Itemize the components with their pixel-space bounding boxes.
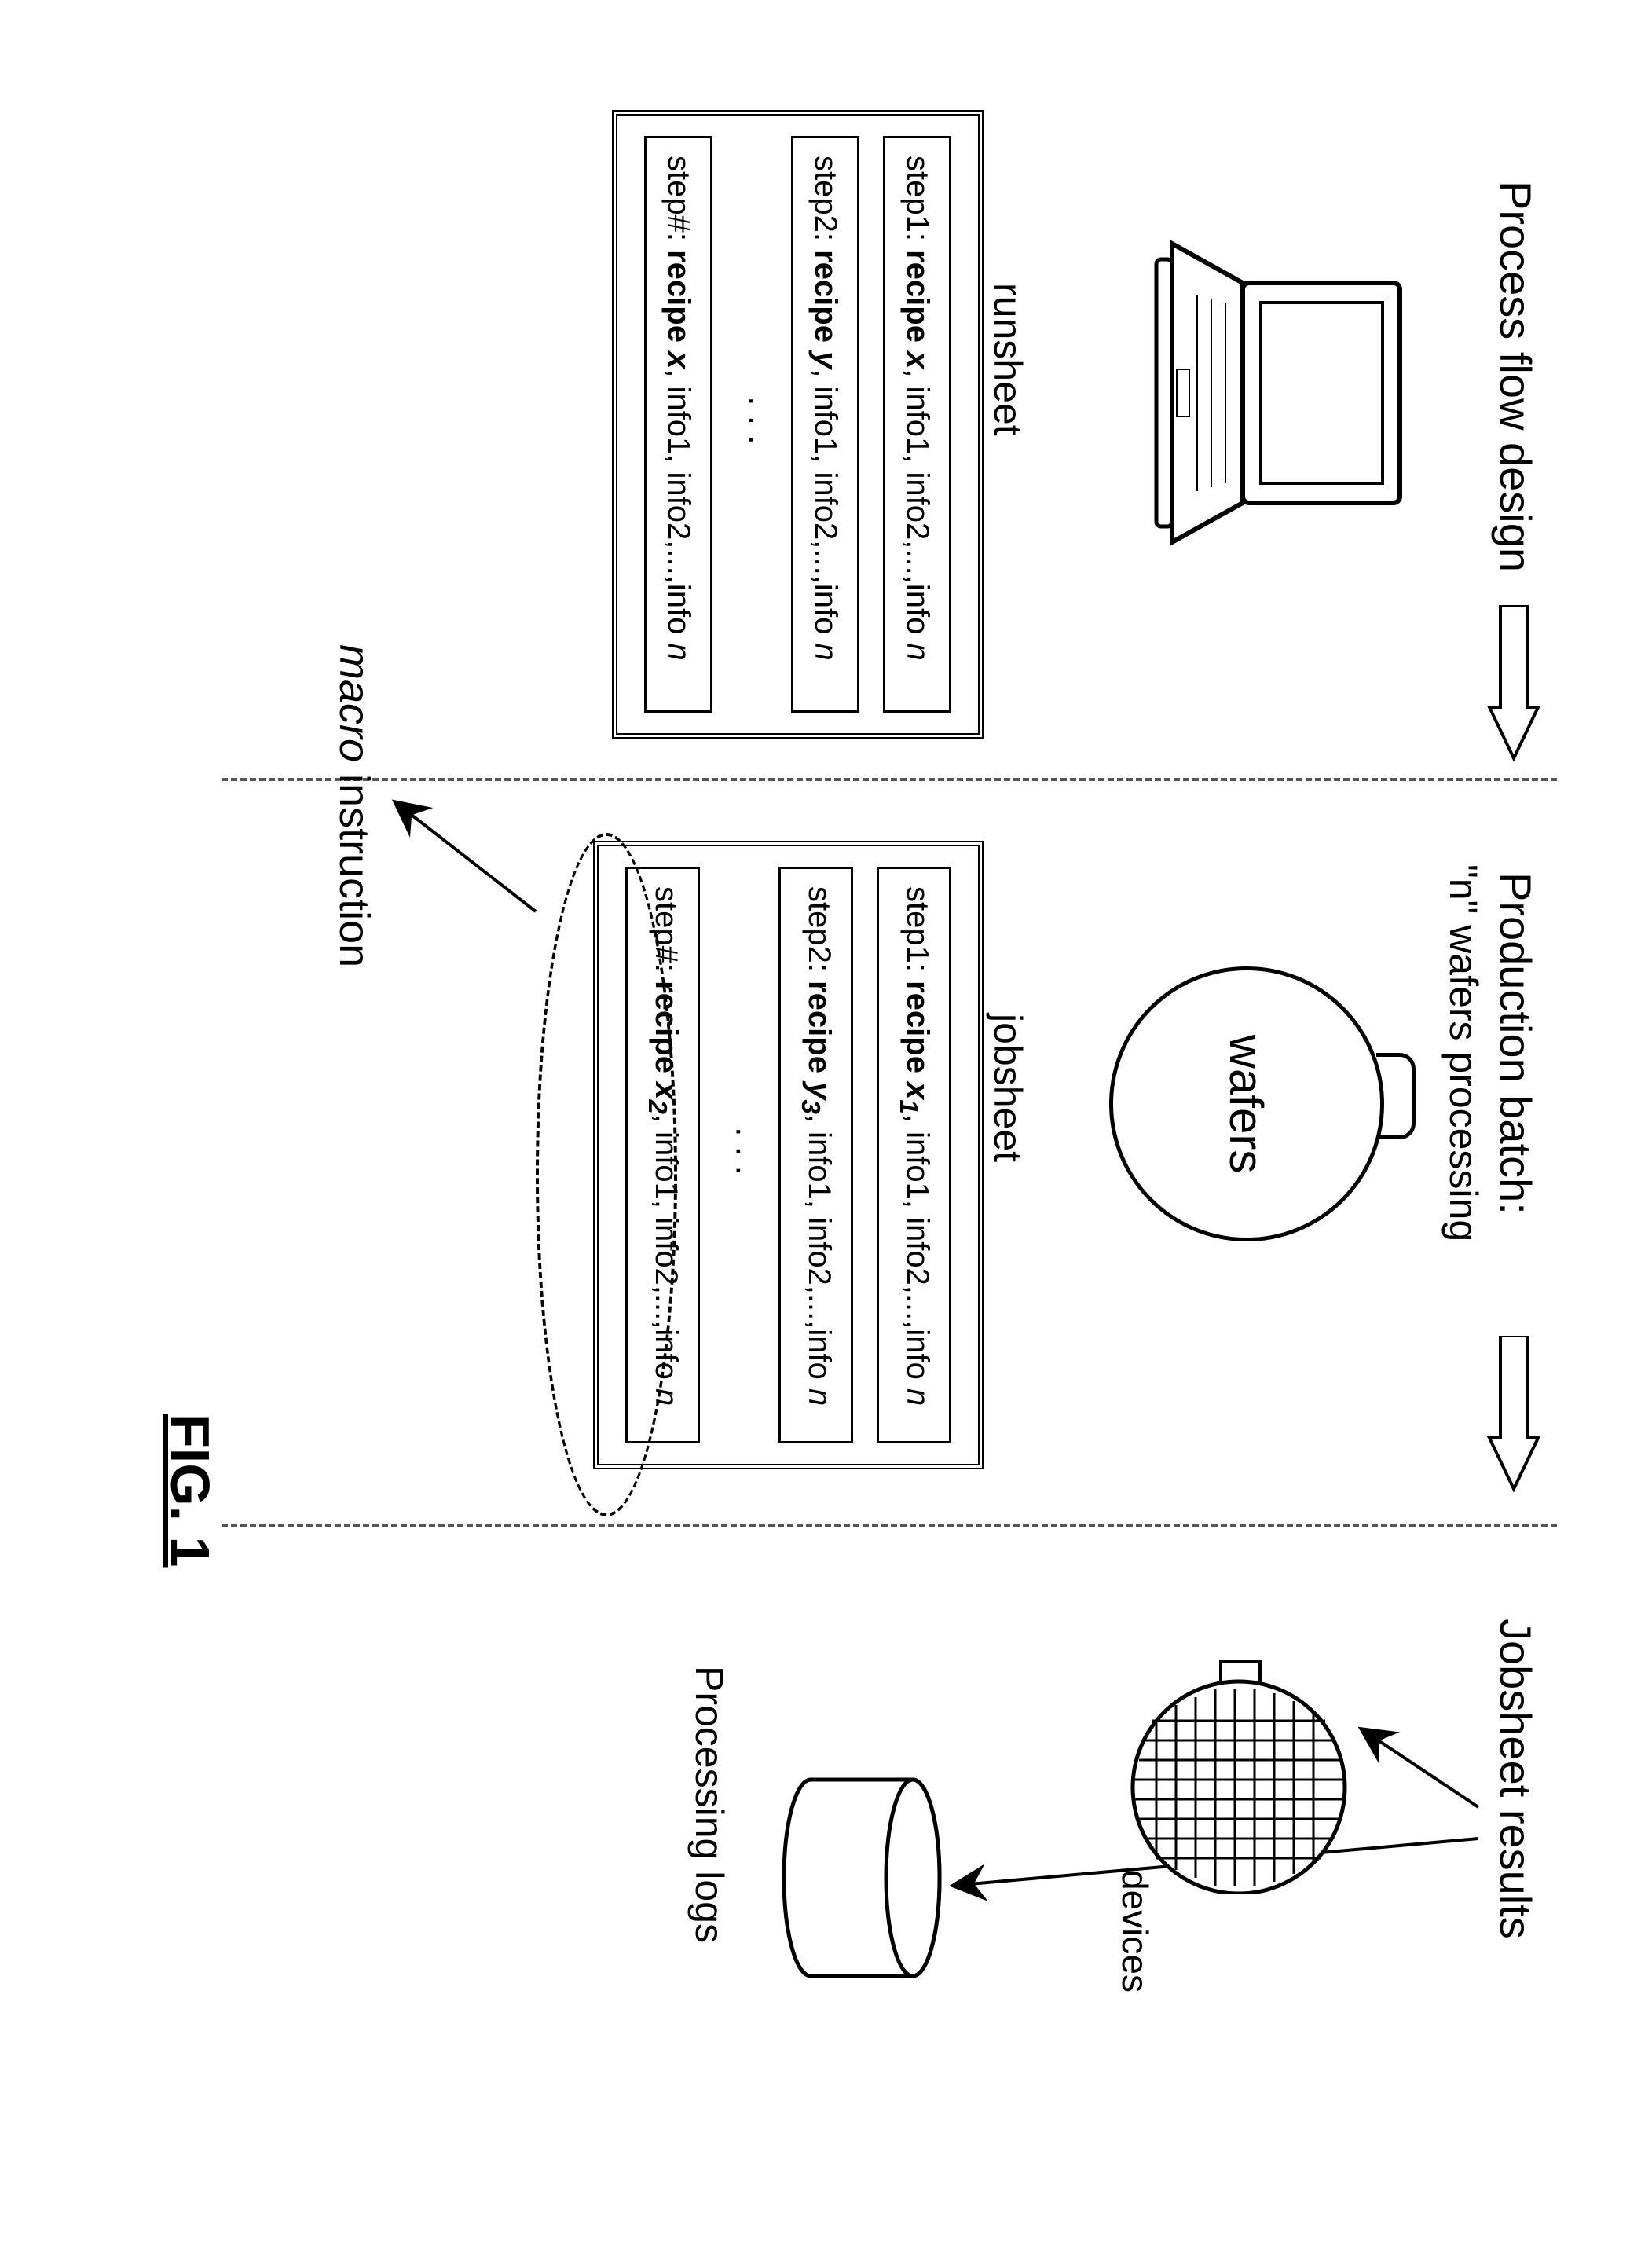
col2-subtitle: "n" wafers processing bbox=[1441, 864, 1486, 1241]
col2-title: Production batch: bbox=[1490, 872, 1541, 1215]
runsheet-stepN: step#: recipe x, info1, info2,...,info n bbox=[644, 136, 712, 713]
col1-title: Process flow design bbox=[1490, 181, 1541, 572]
macro-arrow bbox=[363, 754, 551, 959]
runsheet: step1: recipe x, info1, info2,...,info n… bbox=[612, 110, 984, 739]
wafer-label: wafers bbox=[1220, 1035, 1274, 1174]
runsheet-step2: step2: recipe y, info1, info2,...,info n bbox=[791, 136, 859, 713]
processing-logs-label: Processing logs bbox=[687, 1666, 732, 1943]
figure-label: FIG. 1 bbox=[159, 1414, 222, 1567]
laptop-icon bbox=[1141, 228, 1408, 558]
jobsheet-ellipsis: ··· bbox=[720, 867, 760, 1443]
runsheet-ellipsis: ··· bbox=[733, 136, 772, 713]
jobsheet-step1: step1: recipe x1, info1, info2,...,info … bbox=[877, 867, 951, 1443]
jobsheet-step2: step2: recipe y3, info1, info2,...,info … bbox=[778, 867, 853, 1443]
runsheet-label: runsheet bbox=[985, 283, 1031, 436]
block-arrow-2 bbox=[1486, 1336, 1541, 1493]
jobsheet-label: jobsheet bbox=[985, 1014, 1031, 1162]
col3-title: Jobsheet results bbox=[1490, 1619, 1541, 1939]
runsheet-step1: step1: recipe x, info1, info2,...,info n bbox=[883, 136, 951, 713]
wafer-icon: wafers bbox=[1109, 966, 1384, 1241]
devices-label: devices bbox=[1114, 1870, 1156, 1993]
separator-2 bbox=[222, 1524, 1557, 1527]
macro-label: macro instruction bbox=[330, 644, 379, 967]
device-wafer-icon bbox=[1117, 1658, 1353, 1894]
cylinder-icon bbox=[771, 1768, 944, 1988]
macro-ellipse bbox=[536, 833, 677, 1516]
figure-canvas: Process flow design Production batch: "n… bbox=[0, 0, 1651, 2244]
block-arrow-1 bbox=[1486, 605, 1541, 762]
